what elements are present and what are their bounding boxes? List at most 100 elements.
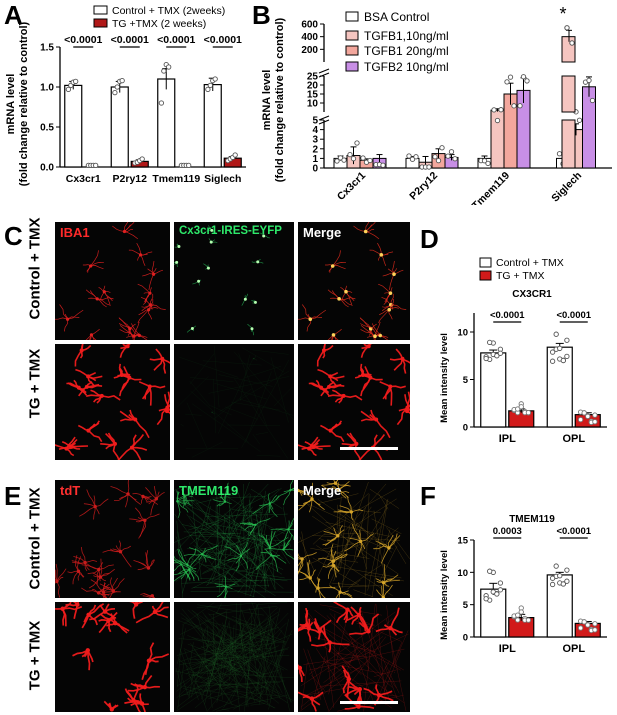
cell-process	[91, 334, 97, 340]
cell-body	[147, 308, 151, 312]
bar-siglech-low	[561, 119, 576, 169]
data-point	[367, 157, 373, 164]
y-tick-label: 5	[312, 116, 318, 127]
texture-fiber	[259, 615, 271, 705]
texture-fiber	[233, 690, 281, 697]
texture-fiber	[210, 506, 253, 566]
texture-fiber	[299, 536, 316, 573]
cell-body	[392, 272, 396, 277]
cell-process	[373, 545, 390, 550]
micrograph-texture	[298, 222, 407, 340]
cell-process	[339, 591, 353, 597]
cell-process	[75, 555, 79, 572]
cell-process	[290, 489, 294, 491]
cell-process	[90, 265, 104, 270]
cell-process	[268, 503, 271, 514]
data-point	[497, 587, 504, 593]
texture-fiber	[205, 633, 293, 673]
cell-process	[120, 545, 132, 553]
cell-process	[110, 486, 129, 495]
data-point	[581, 410, 587, 416]
cell-process	[154, 602, 164, 613]
texture-fiber	[253, 498, 271, 597]
cell-process	[90, 334, 92, 340]
texture-fiber	[176, 520, 183, 598]
cell-process	[100, 568, 115, 578]
texture-fiber	[221, 709, 229, 711]
data-point	[525, 410, 532, 416]
texture-fiber	[210, 657, 226, 686]
data-point	[409, 156, 416, 162]
texture-fiber	[194, 678, 229, 709]
bar	[110, 86, 129, 168]
cell-body	[379, 253, 384, 257]
texture-fiber	[332, 506, 372, 566]
y-tick-label: 0	[312, 164, 318, 175]
texture-fiber	[255, 527, 282, 550]
cell-process	[345, 291, 353, 305]
texture-fiber	[181, 502, 249, 558]
col-label-merge-c: Merge	[303, 225, 342, 240]
texture-fiber	[201, 647, 275, 656]
cell-process	[406, 408, 410, 412]
cell-body	[95, 297, 99, 301]
category-label: P2ry12	[407, 170, 440, 203]
cell-body	[400, 356, 405, 361]
y-label-d: Mean intensity level	[439, 333, 450, 423]
cell-body	[106, 618, 111, 623]
cell-process	[97, 297, 114, 300]
texture-fiber	[198, 628, 253, 668]
texture-fiber	[241, 359, 290, 448]
y-tick-label: 5	[463, 600, 469, 611]
cell-process	[387, 534, 394, 548]
category-label: Cx3cr1	[66, 173, 101, 185]
cell-process	[347, 496, 352, 512]
texture-fiber	[304, 682, 377, 696]
texture-fiber	[361, 526, 382, 552]
cell-body	[338, 590, 342, 594]
cell-process	[389, 307, 399, 311]
cell-body	[239, 554, 243, 558]
micrograph-e-merge-control: Merge	[298, 480, 410, 598]
texture-fiber	[190, 493, 250, 545]
cell-body	[210, 228, 214, 232]
cell-process	[374, 336, 376, 340]
texture-fiber	[257, 668, 260, 672]
y-tick-label: 2	[312, 144, 318, 155]
texture-fiber	[201, 636, 266, 683]
data-point	[507, 74, 514, 80]
texture-fiber	[252, 673, 281, 694]
texture-fiber	[202, 360, 262, 366]
data-point	[564, 25, 570, 31]
cell-process	[100, 572, 110, 578]
cell-process	[327, 334, 334, 340]
cell-process	[299, 571, 311, 579]
texture-fiber	[365, 660, 390, 705]
cell-process	[218, 501, 226, 507]
cell-process	[333, 553, 348, 562]
cell-process	[73, 604, 79, 619]
texture-fiber	[212, 685, 266, 712]
micrograph-texture	[55, 602, 170, 712]
data-point	[158, 100, 165, 106]
cell-process	[375, 419, 391, 439]
data-point	[119, 77, 125, 84]
texture-fiber	[189, 523, 228, 559]
cell-process	[346, 678, 361, 690]
cell-process	[98, 620, 109, 634]
cell-body	[378, 333, 383, 338]
cell-process	[393, 358, 404, 371]
cell-process	[174, 559, 182, 565]
cell-process	[244, 524, 256, 531]
cell-process	[213, 499, 226, 503]
cell-body	[60, 606, 65, 611]
texture-fiber	[201, 532, 241, 535]
cell-process	[183, 495, 187, 506]
cell-process	[131, 434, 145, 449]
cell-body	[374, 417, 379, 422]
texture-fiber	[176, 498, 284, 589]
cell-process	[389, 274, 395, 290]
cell-process	[132, 684, 139, 701]
texture-fiber	[190, 377, 234, 382]
cell-process	[140, 254, 146, 267]
